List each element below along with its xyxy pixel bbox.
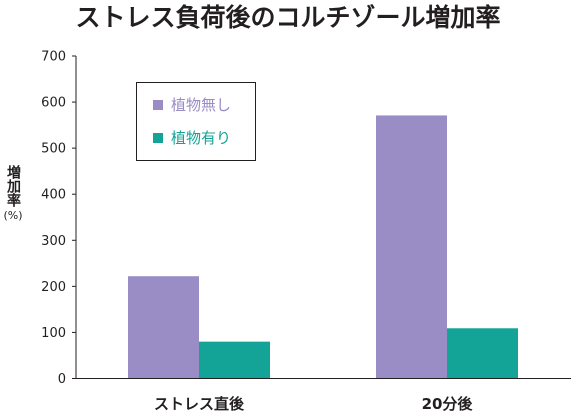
y-tick-label-200: 200 — [41, 280, 66, 295]
legend-label-series-0: 植物無し — [171, 96, 232, 114]
y-tick-label-300: 300 — [41, 234, 66, 249]
bar-with-plants-1 — [447, 328, 518, 379]
bar-without-plants-1 — [376, 115, 447, 379]
legend-item-series-1: 植物有り — [153, 128, 231, 148]
y-tick-label-500: 500 — [41, 142, 66, 157]
bar-with-plants-0 — [199, 341, 270, 379]
y-ticks-group: 0 100 200 300 400 500 600 700 — [41, 50, 76, 387]
y-axis-label-text: 増加率 — [5, 165, 21, 207]
x-category-label-1: 20分後 — [422, 395, 474, 413]
bar-without-plants-0 — [128, 276, 199, 379]
legend: 植物無し 植物有り — [136, 82, 256, 161]
y-tick-label-700: 700 — [41, 50, 66, 65]
y-axis-label: 増加率 (%) — [0, 165, 26, 223]
x-category-label-0: ストレス直後 — [154, 395, 245, 413]
legend-label-series-1: 植物有り — [171, 129, 232, 147]
axes-group — [75, 56, 571, 379]
y-axis-label-unit: (%) — [3, 209, 23, 222]
legend-item-series-0: 植物無し — [153, 95, 231, 115]
bars-group — [128, 115, 518, 379]
y-tick-label-400: 400 — [41, 188, 66, 203]
legend-swatch-series-1 — [153, 133, 163, 143]
legend-swatch-series-0 — [153, 100, 163, 110]
y-tick-label-0: 0 — [58, 372, 66, 387]
chart-title: ストレス負荷後のコルチゾール増加率 — [75, 3, 501, 32]
y-tick-label-600: 600 — [41, 96, 66, 111]
y-tick-label-100: 100 — [41, 326, 66, 341]
x-labels-group: ストレス直後 20分後 — [154, 395, 473, 413]
